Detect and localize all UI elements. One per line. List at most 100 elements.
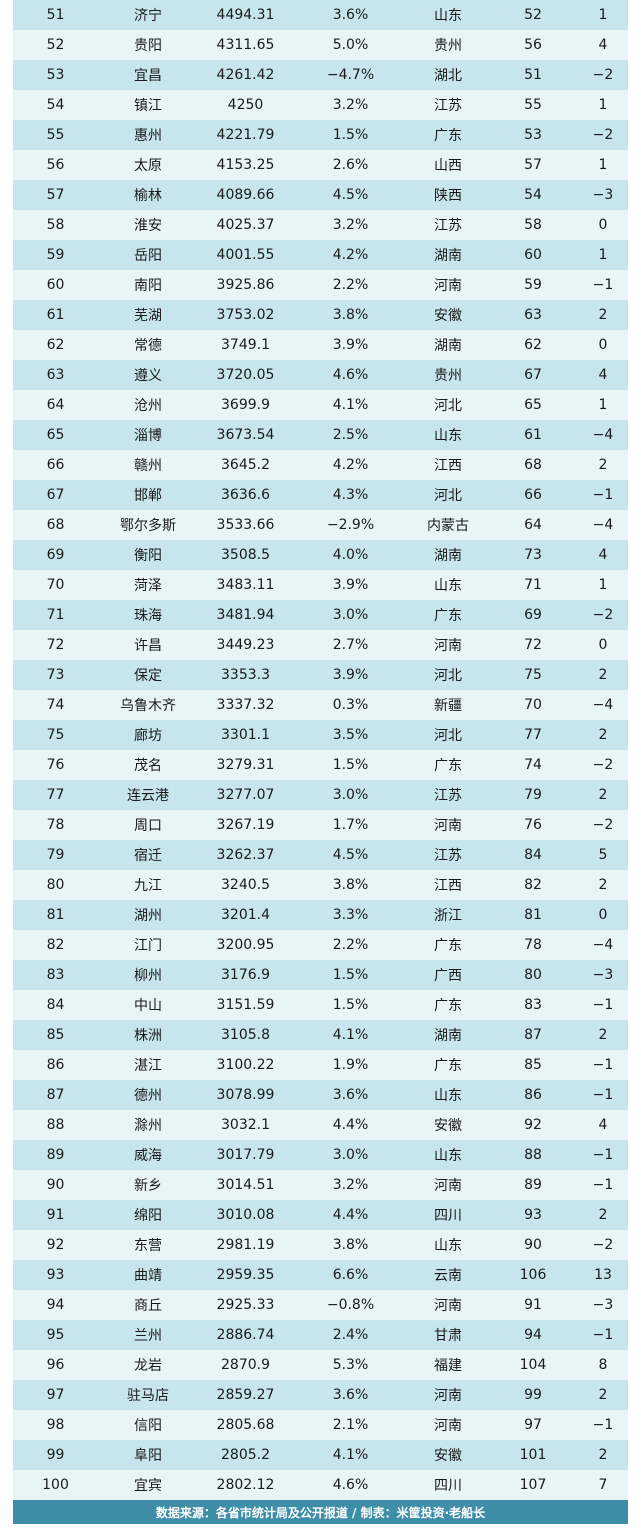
- rank-cell: 52: [46, 37, 65, 53]
- growth-cell: 4.6%: [332, 1477, 369, 1493]
- rank-change-cell: 2: [598, 727, 608, 743]
- rank-cell: 67: [46, 487, 65, 503]
- city-cell: 榆林: [134, 188, 162, 204]
- table-row: 64 沧州 3699.9 4.1% 河北 65 1: [13, 390, 628, 420]
- rank-change-cell: 2: [598, 1447, 608, 1463]
- prev-rank-cell: 52: [524, 7, 542, 23]
- rank-cell: 90: [46, 1177, 65, 1193]
- gdp-cell: 3699.9: [221, 397, 270, 413]
- rank-cell: 89: [46, 1147, 65, 1163]
- table-row: 74 乌鲁木齐 3337.32 0.3% 新疆 70 −4: [13, 690, 628, 720]
- gdp-cell: 3279.31: [216, 757, 275, 773]
- rank-change-cell: 4: [598, 37, 608, 53]
- growth-cell: 3.6%: [332, 7, 369, 23]
- rank-cell: 63: [46, 367, 65, 383]
- city-cell: 菏泽: [134, 578, 162, 594]
- growth-cell: 3.8%: [332, 1237, 369, 1253]
- prev-rank-cell: 93: [524, 1207, 542, 1223]
- rank-change-cell: −2: [592, 67, 614, 83]
- gdp-cell: 3078.99: [216, 1087, 275, 1103]
- rank-cell: 51: [46, 7, 65, 23]
- province-cell: 安徽: [434, 1118, 462, 1134]
- city-cell: 曲靖: [134, 1268, 162, 1284]
- rank-change-cell: 2: [598, 307, 608, 323]
- rank-cell: 88: [46, 1117, 65, 1133]
- prev-rank-cell: 86: [524, 1087, 542, 1103]
- ranking-table: 51 济宁 4494.31 3.6% 山东 52 1 52 贵阳 4311.65 5.0% 贵州 56 4…: [13, 0, 628, 1500]
- gdp-cell: 3105.8: [221, 1027, 270, 1043]
- prev-rank-cell: 97: [524, 1417, 542, 1433]
- gdp-cell: 4089.66: [216, 187, 275, 203]
- source-footer: 数据来源：各省市统计局及公开报道 / 制表：米筐投资·老船长: [13, 1500, 628, 1524]
- province-cell: 甘肃: [434, 1328, 462, 1344]
- growth-cell: 2.4%: [332, 1327, 369, 1343]
- province-cell: 安徽: [434, 1448, 462, 1464]
- table-row: 85 株洲 3105.8 4.1% 湖南 87 2: [13, 1020, 628, 1050]
- rank-change-cell: 2: [598, 1387, 608, 1403]
- gdp-cell: 4261.42: [216, 67, 275, 83]
- city-cell: 中山: [134, 998, 162, 1014]
- gdp-cell: 3749.1: [221, 337, 270, 353]
- gdp-cell: 3201.4: [221, 907, 270, 923]
- prev-rank-cell: 62: [524, 337, 542, 353]
- table-row: 98 信阳 2805.68 2.1% 河南 97 −1: [13, 1410, 628, 1440]
- rank-cell: 98: [46, 1417, 65, 1433]
- gdp-cell: 3337.32: [216, 697, 275, 713]
- table-row: 52 贵阳 4311.65 5.0% 贵州 56 4: [13, 30, 628, 60]
- gdp-cell: 4153.25: [216, 157, 275, 173]
- province-cell: 陕西: [434, 188, 462, 204]
- rank-cell: 64: [46, 397, 65, 413]
- province-cell: 浙江: [434, 908, 462, 924]
- table-row: 61 芜湖 3753.02 3.8% 安徽 63 2: [13, 300, 628, 330]
- table-row: 63 遵义 3720.05 4.6% 贵州 67 4: [13, 360, 628, 390]
- growth-cell: 4.2%: [332, 457, 369, 473]
- growth-cell: 4.1%: [332, 1027, 369, 1043]
- table-row: 66 赣州 3645.2 4.2% 江西 68 2: [13, 450, 628, 480]
- gdp-cell: 3508.5: [221, 547, 270, 563]
- rank-change-cell: 1: [598, 577, 608, 593]
- table-row: 62 常德 3749.1 3.9% 湖南 62 0: [13, 330, 628, 360]
- prev-rank-cell: 51: [524, 67, 542, 83]
- province-cell: 山东: [434, 8, 462, 24]
- gdp-cell: 3014.51: [216, 1177, 275, 1193]
- prev-rank-cell: 56: [524, 37, 542, 53]
- province-cell: 内蒙古: [427, 518, 469, 534]
- province-cell: 河北: [434, 668, 462, 684]
- city-cell: 信阳: [134, 1418, 162, 1434]
- rank-change-cell: 2: [598, 1027, 608, 1043]
- gdp-cell: 2981.19: [216, 1237, 275, 1253]
- prev-rank-cell: 70: [524, 697, 542, 713]
- rank-change-cell: −4: [592, 937, 614, 953]
- prev-rank-cell: 84: [524, 847, 542, 863]
- gdp-cell: 3200.95: [216, 937, 275, 953]
- growth-cell: 4.2%: [332, 247, 369, 263]
- table-row: 59 岳阳 4001.55 4.2% 湖南 60 1: [13, 240, 628, 270]
- gdp-cell: 4250: [227, 97, 264, 113]
- province-cell: 四川: [434, 1208, 462, 1224]
- table-row: 83 柳州 3176.9 1.5% 广西 80 −3: [13, 960, 628, 990]
- prev-rank-cell: 65: [524, 397, 542, 413]
- rank-cell: 57: [46, 187, 65, 203]
- province-cell: 河北: [434, 488, 462, 504]
- gdp-cell: 2886.74: [216, 1327, 275, 1343]
- city-cell: 新乡: [134, 1178, 162, 1194]
- growth-cell: 3.9%: [332, 337, 369, 353]
- rank-change-cell: −3: [592, 187, 614, 203]
- province-cell: 河南: [434, 638, 462, 654]
- rank-cell: 99: [46, 1447, 65, 1463]
- province-cell: 河南: [434, 1418, 462, 1434]
- city-cell: 茂名: [134, 758, 162, 774]
- growth-cell: 6.6%: [332, 1267, 369, 1283]
- rank-cell: 69: [46, 547, 65, 563]
- city-cell: 宜昌: [134, 68, 162, 84]
- city-cell: 湛江: [134, 1058, 162, 1074]
- city-cell: 阜阳: [134, 1448, 162, 1464]
- rank-cell: 94: [46, 1297, 65, 1313]
- growth-cell: 3.8%: [332, 877, 369, 893]
- rank-cell: 92: [46, 1237, 65, 1253]
- city-cell: 江门: [134, 938, 162, 954]
- province-cell: 湖南: [434, 248, 462, 264]
- city-cell: 沧州: [134, 398, 162, 414]
- growth-cell: −0.8%: [326, 1297, 375, 1313]
- gdp-cell: 3151.59: [216, 997, 275, 1013]
